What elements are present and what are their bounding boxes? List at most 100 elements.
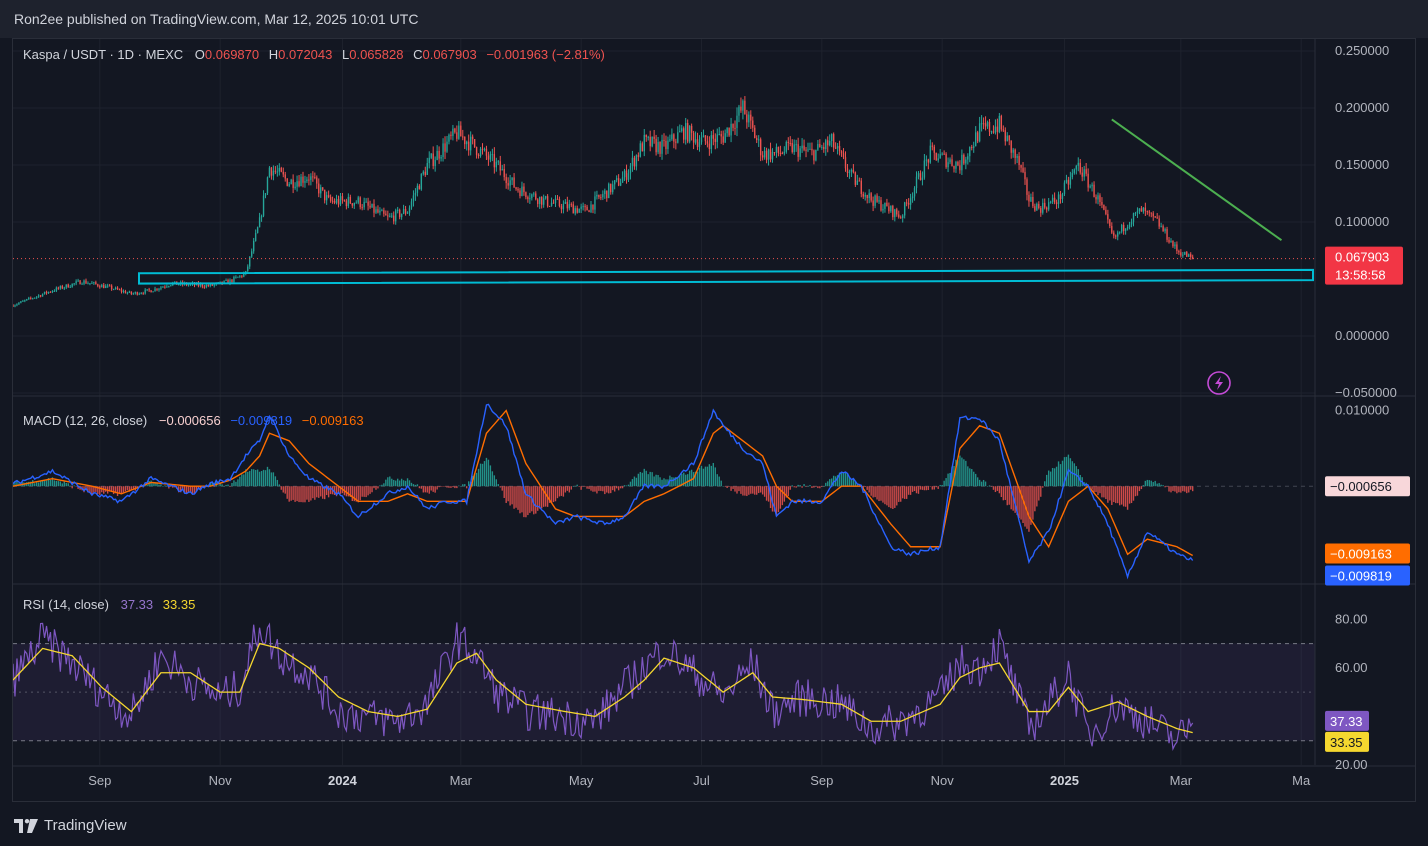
macd-histogram-bar [1028,486,1030,532]
candle-body [132,293,135,295]
candle-body [702,135,705,138]
candle-body [560,206,563,210]
candle-body [207,284,209,286]
macd-histogram-bar [438,486,440,488]
macd-histogram-bar [440,486,442,487]
candle-body [1101,202,1103,206]
macd-histogram-bar [856,484,859,487]
macd-histogram-bar [574,485,576,487]
candle-body [927,159,930,163]
candle-body [1188,254,1190,257]
macd-histogram-bar [219,482,221,487]
macd-histogram-bar [1144,480,1147,487]
macd-histogram-bar [1093,486,1095,493]
low-label: L [342,47,349,62]
candle-body [1071,173,1074,178]
candle-body [1166,229,1168,240]
macd-histogram-bar [383,483,385,487]
candle-body [1042,202,1044,213]
candle-body [446,141,448,152]
candle-body [79,280,81,285]
candle-body [850,169,853,172]
macd-histogram-bar [1103,486,1105,498]
candle-body [840,151,843,154]
candle-body [343,200,346,202]
macd-histogram-bar [805,486,807,487]
candle-body [911,196,914,199]
macd-histogram-bar [229,486,231,487]
candle-body [414,192,417,196]
macd-histogram-bar [160,484,162,487]
macd-histogram-bar [1073,463,1076,487]
candle-body [801,145,803,149]
candle-body [444,143,446,152]
macd-histogram-bar [491,471,494,487]
candle-body [728,127,730,136]
candle-body [959,165,961,171]
candle-body [284,174,286,179]
candle-body [1152,213,1154,217]
macd-histogram-bar [55,480,58,487]
tradingview-logo[interactable]: TradingView [14,817,127,834]
candle-body [227,280,229,284]
candle-body [688,125,691,142]
candle-body [517,188,519,191]
macd-histogram-bar [704,466,707,487]
macd-histogram-bar [89,486,91,493]
candle-body [570,204,572,206]
macd-histogram-bar [63,481,65,487]
macd-histogram-bar [957,460,959,487]
macd-histogram-bar [730,486,732,491]
chart-svg[interactable]: Kaspa / USDT · 1D · MEXC O0.069870 H0.07… [12,39,1415,801]
macd-histogram-bar [1065,456,1068,487]
macd-histogram-bar [771,486,774,512]
macd-histogram-bar [927,486,930,490]
candle-body [809,148,811,150]
macd-histogram-bar [677,477,679,487]
macd-pane[interactable] [12,403,1315,580]
candle-body [829,140,831,146]
macd-histogram-bar [535,486,537,514]
candle-body [876,195,878,202]
candle-body [51,291,54,293]
macd-histogram-bar [487,459,490,487]
macd-histogram-bar [872,486,874,498]
price-tick-0000: 0.000000 [1335,328,1389,343]
candle-body [251,251,253,257]
macd-histogram-bar [809,484,811,487]
chart-container[interactable]: Kaspa / USDT · 1D · MEXC O0.069870 H0.07… [12,38,1416,802]
candle-body [170,285,172,287]
macd-histogram-bar [71,486,73,489]
macd-histogram-bar [961,457,963,487]
candle-body [239,275,241,277]
rsi-ma-badge-value: 33.35 [1330,735,1363,750]
candle-body [101,284,103,288]
macd-histogram-bar [694,471,697,487]
macd-histogram-bar [16,481,18,487]
macd-histogram-bar [963,459,965,487]
rsi-pane[interactable] [12,622,1315,752]
macd-histogram-bar [120,486,123,494]
macd-histogram-bar [495,479,498,487]
candle-body [789,142,791,144]
candle-body [939,154,941,159]
macd-histogram-bar [955,459,957,487]
candle-body [233,276,235,283]
candle-body [550,202,553,206]
candle-body [499,161,501,171]
macd-signal-line [12,409,1194,557]
price-pane[interactable] [12,96,1315,308]
candle-body [174,281,176,283]
candle-body [24,300,26,302]
macd-histogram-bar [373,486,375,489]
candle-body [320,187,322,194]
candle-body [41,294,44,297]
candle-body [59,286,62,289]
candle-body [262,195,265,216]
candle-body [990,131,993,133]
replay-lightning-icon[interactable] [1207,371,1231,395]
candle-body [554,198,557,204]
macd-histogram-bar [381,484,383,487]
candle-body [1172,240,1174,247]
candle-body [77,280,79,282]
